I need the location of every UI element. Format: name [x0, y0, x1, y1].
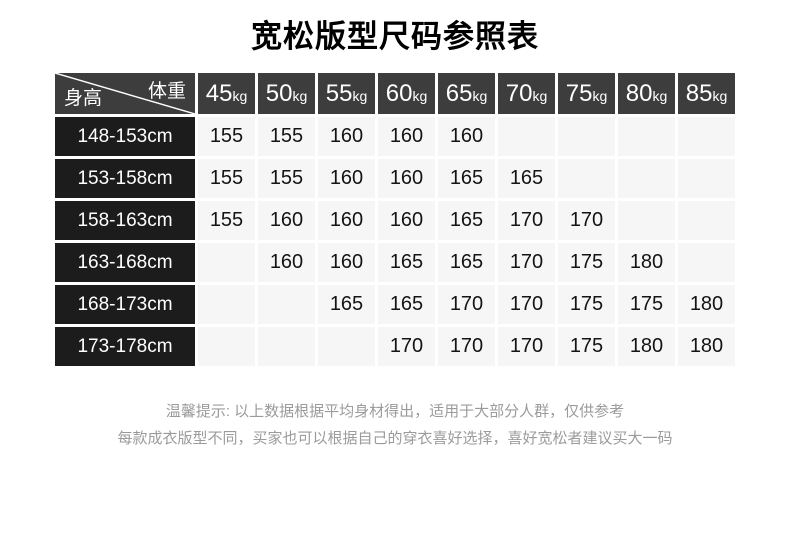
size-cell: 180	[618, 327, 675, 366]
table-row: 168-173cm 165 165 170 170 175 175 180	[55, 285, 735, 324]
weight-header-50kg: 50kg	[258, 73, 315, 114]
table-body: 148-153cm 155 155 160 160 160 153-158cm 155 155 1…	[55, 117, 735, 366]
size-cell: 170	[438, 285, 495, 324]
weight-header-75kg: 75kg	[558, 73, 615, 114]
table-row: 158-163cm 155 160 160 160 165 170 170	[55, 201, 735, 240]
size-cell: 165	[438, 243, 495, 282]
weight-header-60kg: 60kg	[378, 73, 435, 114]
size-cell: 170	[498, 285, 555, 324]
size-cell: 160	[258, 201, 315, 240]
size-cell: 180	[618, 243, 675, 282]
size-cell: 160	[318, 201, 375, 240]
size-cell: 170	[498, 201, 555, 240]
header-row: 体重 身高 45kg 50kg 55kg 60kg 65kg 70kg 75kg 80kg 85…	[55, 73, 735, 114]
size-cell: 160	[438, 117, 495, 156]
size-cell: 155	[198, 201, 255, 240]
size-cell: 170	[378, 327, 435, 366]
table-row: 148-153cm 155 155 160 160 160	[55, 117, 735, 156]
size-cell: 175	[618, 285, 675, 324]
height-header-153-158cm: 153-158cm	[55, 159, 195, 198]
table-row: 173-178cm 170 170 170 175 180 180	[55, 327, 735, 366]
table-row: 163-168cm 160 160 165 165 170 175 180	[55, 243, 735, 282]
size-cell: 160	[378, 159, 435, 198]
size-cell-empty	[498, 117, 555, 156]
weight-header-70kg: 70kg	[498, 73, 555, 114]
size-cell-empty	[618, 159, 675, 198]
size-cell: 165	[318, 285, 375, 324]
size-cell-empty	[198, 285, 255, 324]
table-row: 153-158cm 155 155 160 160 165 165	[55, 159, 735, 198]
size-cell-empty	[258, 327, 315, 366]
size-cell: 165	[438, 201, 495, 240]
size-cell: 160	[258, 243, 315, 282]
size-cell-empty	[198, 243, 255, 282]
footer-note-line2: 每款成衣版型不同，买家也可以根据自己的穿衣喜好选择，喜好宽松者建议买大一码	[117, 430, 673, 447]
size-cell: 160	[318, 117, 375, 156]
diagonal-line	[55, 73, 195, 114]
size-cell: 155	[198, 159, 255, 198]
weight-header-80kg: 80kg	[618, 73, 675, 114]
size-cell-empty	[558, 117, 615, 156]
size-cell: 155	[258, 117, 315, 156]
size-cell-empty	[318, 327, 375, 366]
corner-cell: 体重 身高	[55, 73, 195, 114]
size-cell: 170	[498, 327, 555, 366]
corner-weight-label: 体重	[147, 81, 186, 102]
size-cell: 160	[378, 201, 435, 240]
size-cell: 175	[558, 285, 615, 324]
height-header-173-178cm: 173-178cm	[55, 327, 195, 366]
size-cell: 175	[558, 243, 615, 282]
size-cell: 165	[378, 285, 435, 324]
size-cell-empty	[198, 327, 255, 366]
size-cell: 155	[258, 159, 315, 198]
size-cell: 165	[438, 159, 495, 198]
height-header-168-173cm: 168-173cm	[55, 285, 195, 324]
size-cell-empty	[678, 243, 735, 282]
size-cell: 180	[678, 285, 735, 324]
size-cell: 160	[378, 117, 435, 156]
footer-note: 温馨提示: 以上数据根据平均身材得出，适用于大部分人群，仅供参考 每款成衣版型不…	[0, 398, 790, 452]
size-cell: 160	[318, 159, 375, 198]
corner-height-label: 身高	[64, 88, 103, 109]
height-header-148-153cm: 148-153cm	[55, 117, 195, 156]
size-cell: 170	[498, 243, 555, 282]
weight-header-45kg: 45kg	[198, 73, 255, 114]
size-cell: 165	[378, 243, 435, 282]
size-cell: 180	[678, 327, 735, 366]
size-cell: 175	[558, 327, 615, 366]
page-title: 宽松版型尺码参照表	[251, 19, 539, 54]
size-cell: 165	[498, 159, 555, 198]
height-header-158-163cm: 158-163cm	[55, 201, 195, 240]
size-reference-table: 体重 身高 45kg 50kg 55kg 60kg 65kg 70kg 75kg 80kg 85…	[52, 70, 738, 369]
size-cell-empty	[678, 201, 735, 240]
size-cell: 170	[438, 327, 495, 366]
size-cell: 170	[558, 201, 615, 240]
size-cell: 160	[318, 243, 375, 282]
size-cell-empty	[258, 285, 315, 324]
weight-header-85kg: 85kg	[678, 73, 735, 114]
size-cell-empty	[678, 117, 735, 156]
size-cell-empty	[558, 159, 615, 198]
weight-header-55kg: 55kg	[318, 73, 375, 114]
height-header-163-168cm: 163-168cm	[55, 243, 195, 282]
footer-note-line1: 温馨提示: 以上数据根据平均身材得出，适用于大部分人群，仅供参考	[165, 403, 625, 420]
size-cell-empty	[678, 159, 735, 198]
size-cell-empty	[618, 117, 675, 156]
size-cell: 155	[198, 117, 255, 156]
size-cell-empty	[618, 201, 675, 240]
weight-header-65kg: 65kg	[438, 73, 495, 114]
